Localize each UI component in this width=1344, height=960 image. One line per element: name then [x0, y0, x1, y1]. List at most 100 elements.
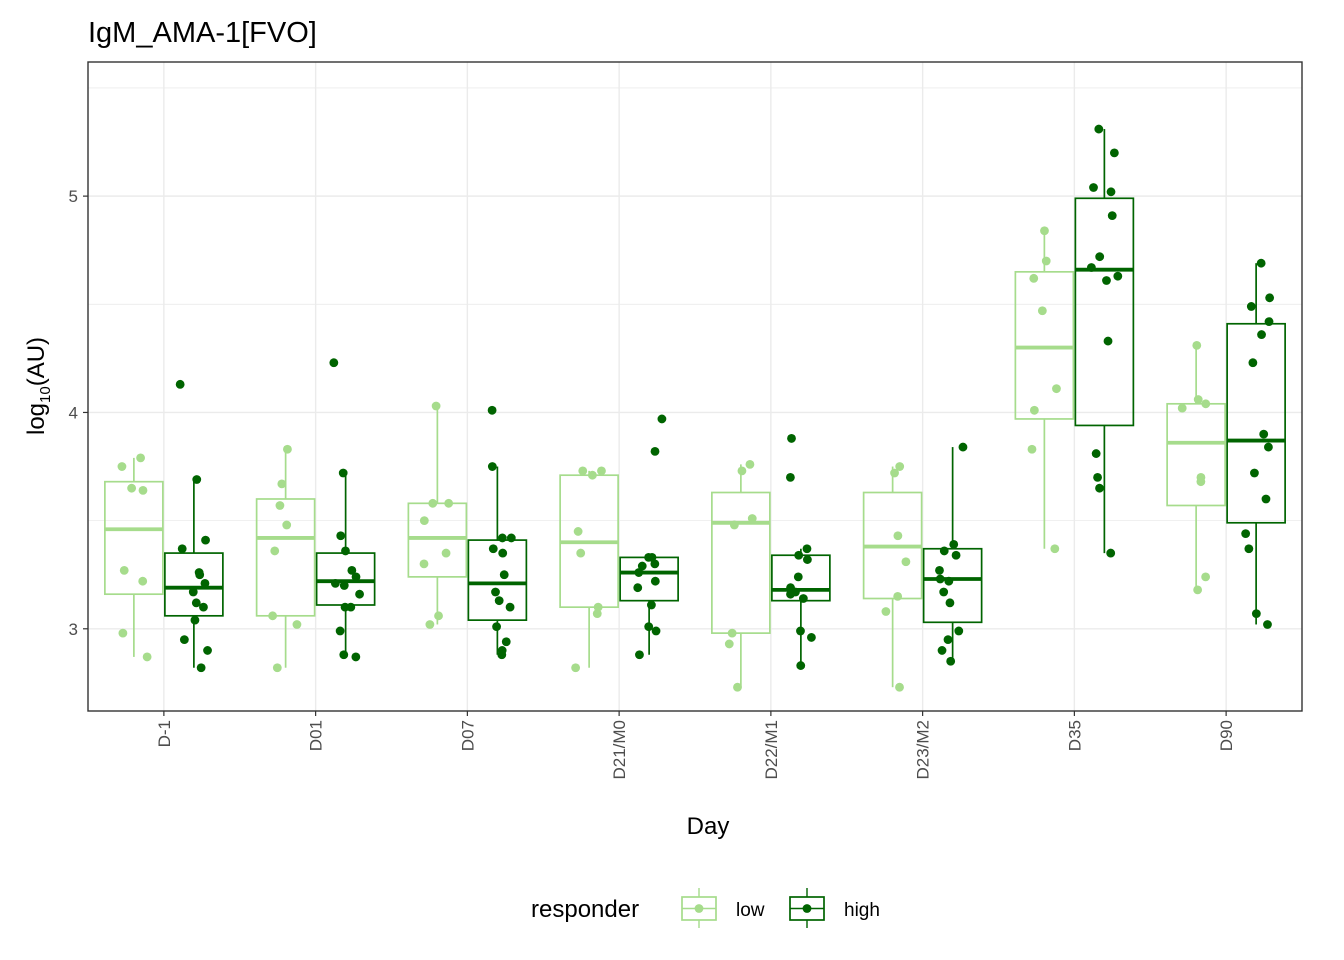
panel-border — [87, 61, 1303, 712]
box-low — [407, 502, 468, 578]
point-high — [1259, 429, 1269, 439]
point-high — [647, 600, 656, 610]
point-high — [1244, 544, 1254, 554]
point-high — [188, 587, 198, 597]
point-high — [196, 663, 206, 673]
point-high — [1086, 263, 1096, 272]
box-low — [1166, 402, 1226, 507]
legend-title: responder — [531, 896, 639, 923]
point-high — [958, 442, 968, 452]
point-low — [893, 591, 903, 601]
point-high — [657, 414, 667, 424]
y-tick-label: 3 — [69, 620, 78, 639]
point-high — [939, 546, 949, 556]
point-low — [745, 459, 755, 469]
legend-label-high: high — [844, 900, 880, 921]
point-high — [1257, 330, 1266, 339]
point-high — [937, 646, 947, 655]
point-low — [1196, 477, 1206, 487]
point-low — [1193, 585, 1203, 595]
point-high — [494, 596, 504, 606]
point-high — [634, 568, 644, 577]
point-low — [425, 620, 435, 629]
point-low — [1040, 226, 1049, 236]
point-low — [428, 498, 438, 508]
box-high — [619, 556, 679, 602]
point-low — [1037, 306, 1047, 316]
point-high — [492, 622, 501, 632]
point-high — [1089, 183, 1098, 192]
point-high — [794, 550, 804, 560]
point-low — [588, 470, 597, 480]
x-tick-label: D21/M0 — [610, 720, 629, 780]
point-low — [881, 607, 891, 616]
point-high — [1265, 293, 1275, 303]
point-low — [138, 576, 148, 586]
point-high — [1091, 449, 1101, 458]
point-high — [339, 650, 349, 660]
point-high — [786, 589, 795, 599]
point-low — [136, 453, 145, 463]
point-high — [487, 462, 497, 471]
point-high — [787, 434, 796, 443]
point-high — [179, 635, 189, 645]
point-high — [499, 570, 509, 580]
box-low — [104, 480, 164, 596]
point-low — [1193, 395, 1203, 404]
point-high — [939, 587, 949, 597]
point-low — [1027, 444, 1037, 454]
point-high — [943, 635, 953, 645]
box-high — [315, 552, 376, 606]
point-high — [339, 581, 349, 590]
point-high — [949, 540, 959, 549]
x-tick-label: D-1 — [155, 720, 174, 747]
point-high — [341, 546, 350, 556]
y-axis-label-subscript: 10 — [37, 386, 54, 403]
point-low — [578, 466, 588, 476]
y-tick-label: 5 — [69, 187, 78, 206]
point-high — [1241, 529, 1251, 539]
point-low — [431, 401, 441, 411]
legend-label-low: low — [736, 900, 765, 921]
point-high — [1094, 124, 1104, 134]
point-low — [895, 462, 905, 471]
point-high — [793, 572, 803, 582]
point-low — [1029, 273, 1039, 283]
point-high — [491, 587, 500, 597]
point-high — [1263, 620, 1272, 629]
point-low — [270, 546, 280, 556]
point-low — [292, 620, 302, 629]
x-tick-label: D35 — [1065, 720, 1084, 751]
point-low — [419, 516, 429, 526]
point-high — [954, 626, 964, 636]
y-axis-label: log10(AU) — [23, 337, 54, 435]
point-high — [1103, 336, 1113, 346]
point-high — [488, 544, 498, 554]
point-high — [796, 626, 805, 636]
point-low — [1029, 405, 1039, 415]
y-tick-label: 4 — [69, 403, 78, 422]
point-high — [785, 472, 795, 482]
point-low — [729, 520, 739, 530]
boxes — [104, 129, 1286, 688]
point-low — [268, 611, 278, 621]
point-low — [1201, 572, 1211, 582]
point-low — [1050, 544, 1060, 554]
point-high — [506, 533, 516, 543]
point-high — [1248, 358, 1258, 368]
y-axis-label-base: log — [23, 403, 50, 435]
point-high — [338, 468, 348, 478]
point-low — [142, 652, 152, 662]
point-low — [890, 468, 899, 478]
point-high — [1246, 302, 1256, 311]
y-axis: 3 4 5 — [69, 187, 88, 639]
point-high — [803, 555, 812, 564]
point-low — [747, 514, 757, 523]
point-high — [199, 602, 208, 612]
point-low — [1177, 403, 1187, 413]
point-high — [203, 646, 212, 655]
x-tick-label: D07 — [458, 720, 477, 751]
box-high — [164, 552, 224, 617]
point-high — [1106, 187, 1116, 197]
